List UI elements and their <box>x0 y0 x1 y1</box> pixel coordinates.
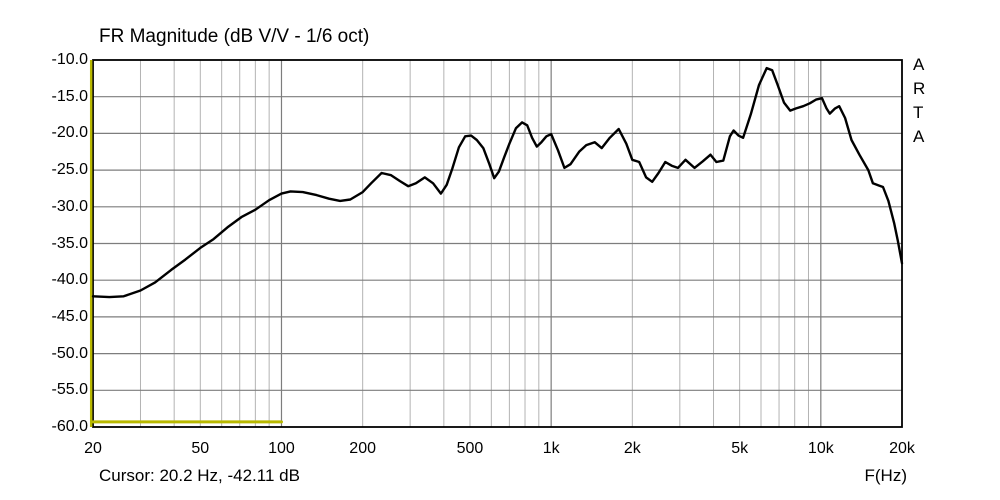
y-tick-label: -15.0 <box>51 87 88 105</box>
x-tick-label: 20k <box>889 440 915 457</box>
y-tick-label: -20.0 <box>51 124 88 142</box>
y-tick-label: -35.0 <box>51 234 88 252</box>
x-tick-label: 2k <box>623 440 641 457</box>
y-tick-label: -40.0 <box>51 271 88 289</box>
chart-title: FR Magnitude (dB V/V - 1/6 oct) <box>99 26 370 47</box>
y-tick-label: -45.0 <box>51 307 88 325</box>
arta-watermark: A R T A <box>913 55 926 146</box>
y-tick-label: -55.0 <box>51 381 88 399</box>
x-tick-label: 200 <box>349 440 377 457</box>
x-tick-label: 50 <box>191 440 210 457</box>
y-tick-label: -25.0 <box>51 161 88 179</box>
x-tick-label: 1k <box>542 440 560 457</box>
y-tick-label: -10.0 <box>51 51 88 68</box>
x-tick-label: 500 <box>456 440 484 457</box>
x-tick-label: 100 <box>268 440 295 457</box>
x-tick-label: 20 <box>84 440 102 457</box>
x-tick-label: 5k <box>731 440 749 457</box>
x-axis-unit-label: F(Hz) <box>864 466 907 485</box>
x-tick-label: 10k <box>807 440 834 457</box>
frequency-response-curve <box>91 66 904 299</box>
plot-border <box>92 59 903 428</box>
y-tick-label: -60.0 <box>51 418 88 435</box>
y-tick-label: -30.0 <box>51 197 88 215</box>
y-tick-label: -50.0 <box>51 344 88 362</box>
cursor-readout: Cursor: 20.2 Hz, -42.11 dB <box>99 466 300 485</box>
